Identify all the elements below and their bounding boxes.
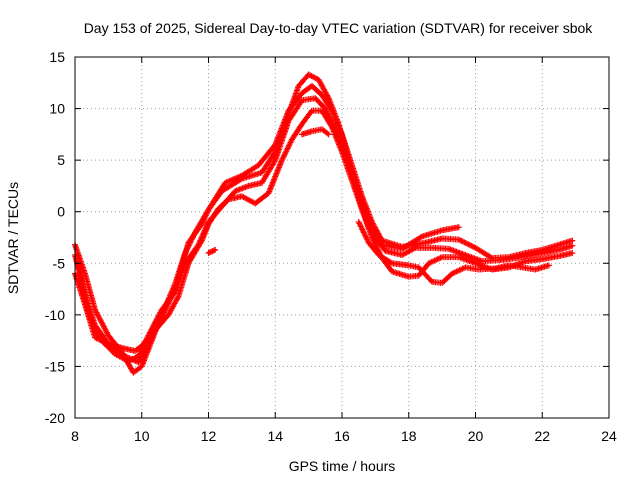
data-point xyxy=(387,259,394,266)
data-point xyxy=(212,246,219,253)
data-point xyxy=(210,247,217,254)
series-track-5 xyxy=(205,246,219,256)
y-tick-label: -15 xyxy=(45,358,65,374)
x-tick-label: 10 xyxy=(134,428,150,444)
x-tick-label: 18 xyxy=(401,428,417,444)
data-point xyxy=(208,248,215,255)
data-point xyxy=(325,131,332,138)
data-point xyxy=(462,240,469,247)
y-axis-label: SDTVAR / TECUs xyxy=(5,182,21,294)
y-tick-label: -5 xyxy=(53,255,66,271)
grid xyxy=(75,57,609,418)
series-track-6 xyxy=(298,126,332,138)
data-point xyxy=(461,239,468,246)
y-tick-label: 10 xyxy=(49,101,65,117)
x-tick-label: 14 xyxy=(267,428,283,444)
x-tick-label: 24 xyxy=(601,428,617,444)
series-track-2 xyxy=(72,82,576,366)
axis-ticks: 8 10 12 14 16 18 20 22 24 -20 -15 -10 -5 0 5 10 15 xyxy=(45,49,617,444)
data-points xyxy=(72,71,576,376)
y-tick-label: 5 xyxy=(57,152,65,168)
data-point xyxy=(455,236,462,243)
x-tick-label: 20 xyxy=(468,428,484,444)
data-point xyxy=(545,262,552,269)
y-tick-label: 0 xyxy=(57,204,65,220)
x-tick-label: 22 xyxy=(534,428,550,444)
series-track-4 xyxy=(72,107,576,354)
data-point xyxy=(209,248,216,255)
series-track-1 xyxy=(72,71,462,376)
data-point xyxy=(569,242,576,249)
series-track-7 xyxy=(355,219,552,286)
x-tick-label: 8 xyxy=(71,428,79,444)
data-point xyxy=(455,224,462,231)
y-tick-label: -20 xyxy=(45,410,65,426)
data-point xyxy=(569,249,576,256)
x-axis-label: GPS time / hours xyxy=(289,458,396,474)
data-point xyxy=(206,249,213,256)
data-point xyxy=(205,249,212,256)
data-point xyxy=(324,130,331,137)
data-point xyxy=(428,277,434,284)
y-tick-label: -10 xyxy=(45,307,65,323)
y-tick-label: 15 xyxy=(49,49,65,65)
data-point xyxy=(457,237,464,244)
x-tick-label: 12 xyxy=(201,428,217,444)
data-point xyxy=(459,238,466,245)
chart-title: Day 153 of 2025, Sidereal Day-to-day VTE… xyxy=(84,20,594,36)
data-point xyxy=(465,241,472,248)
data-point xyxy=(469,243,476,250)
x-tick-label: 16 xyxy=(334,428,350,444)
data-point xyxy=(569,237,576,244)
data-point xyxy=(417,234,424,241)
data-point xyxy=(468,242,475,249)
data-point xyxy=(458,237,465,244)
data-point xyxy=(466,242,473,249)
series-track-3 xyxy=(75,95,576,365)
data-point xyxy=(464,240,471,247)
data-point xyxy=(307,108,314,115)
